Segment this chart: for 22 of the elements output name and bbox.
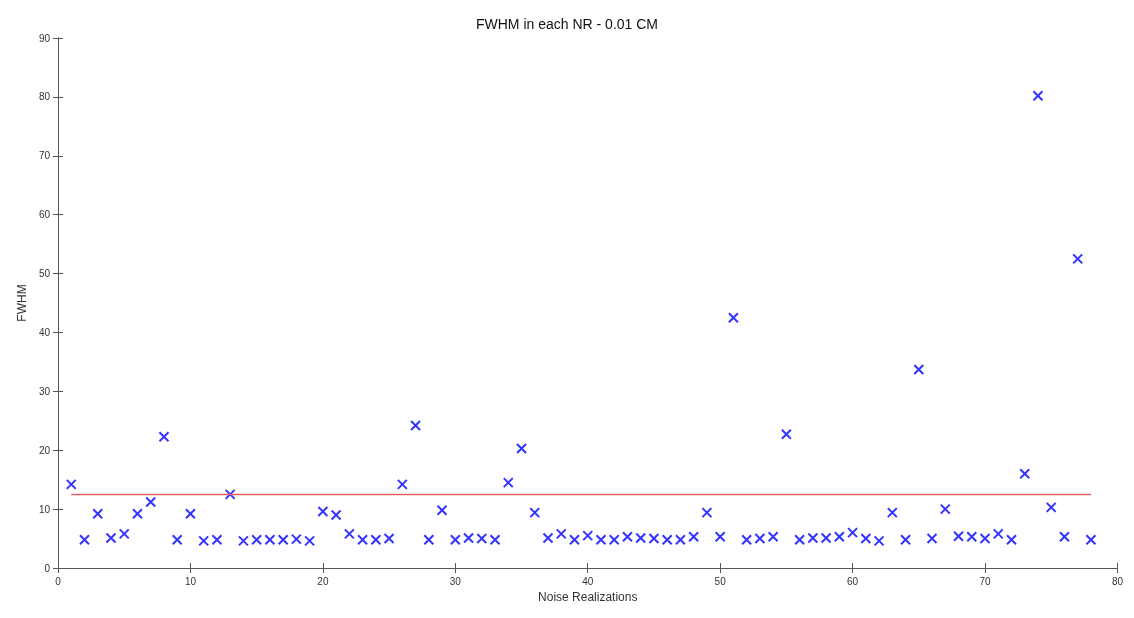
y-tick-label: 60 xyxy=(38,209,51,221)
y-tick-label: 0 xyxy=(44,562,51,574)
y-tick-label: 40 xyxy=(38,326,51,338)
y-tick-label: 50 xyxy=(38,268,51,280)
x-tick-label: 10 xyxy=(184,575,197,587)
x-tick-label: 50 xyxy=(714,575,727,587)
y-tick-label: 80 xyxy=(38,91,51,103)
x-tick-label: 0 xyxy=(55,575,62,587)
y-tick-label: 90 xyxy=(38,32,51,44)
y-tick-label: 20 xyxy=(38,444,51,456)
x-tick-label: 80 xyxy=(1111,575,1124,587)
y-tick-label: 10 xyxy=(38,503,51,515)
x-tick-label: 70 xyxy=(979,575,992,587)
y-tick-label: 70 xyxy=(38,150,51,162)
x-axis-title: Noise Realizations xyxy=(538,589,638,604)
x-tick-label: 20 xyxy=(317,575,329,587)
x-tick-label: 60 xyxy=(847,575,859,587)
y-tick-label: 30 xyxy=(38,385,51,397)
chart-title: FWHM in each NR - 0.01 CM xyxy=(475,16,659,32)
x-tick-label: 40 xyxy=(582,575,594,587)
y-axis-title: FWHM xyxy=(15,284,29,322)
x-tick-label: 30 xyxy=(449,575,462,587)
